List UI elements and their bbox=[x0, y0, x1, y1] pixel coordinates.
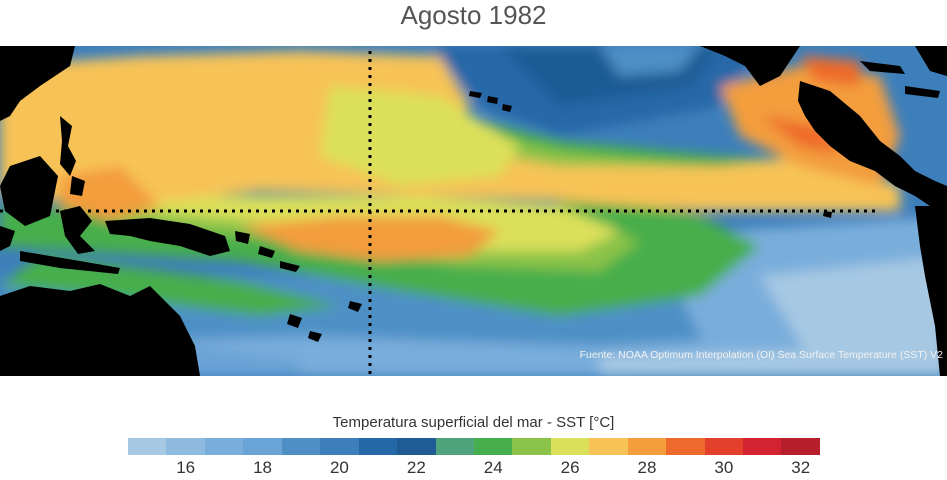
colorbar-segment bbox=[589, 438, 628, 455]
chart-title: Agosto 1982 bbox=[400, 0, 547, 30]
colorbar-segment bbox=[204, 438, 244, 455]
colorbar-segment bbox=[781, 438, 820, 455]
colorbar-segment bbox=[666, 438, 705, 455]
colorbar-segment bbox=[281, 438, 321, 455]
colorbar-tick-label: 16 bbox=[176, 458, 196, 477]
source-note: Fuente: NOAA Optimum Interpolation (OI) … bbox=[579, 349, 943, 361]
colorbar-tick-label: 18 bbox=[253, 458, 273, 477]
colorbar-ticks: 16 18 20 22 24 26 28 30 32 bbox=[128, 458, 820, 480]
colorbar-segment bbox=[358, 438, 398, 455]
colorbar-tick-label: 32 bbox=[791, 458, 811, 477]
colorbar-segment bbox=[243, 438, 282, 455]
colorbar-segment bbox=[397, 438, 436, 455]
colorbar-segment bbox=[743, 438, 782, 455]
colorbar-segment bbox=[128, 438, 167, 455]
colorbar-segment bbox=[166, 438, 205, 455]
colorbar-tick-label: 20 bbox=[329, 458, 349, 477]
colorbar-tick-label: 28 bbox=[637, 458, 657, 477]
colorbar-segment bbox=[627, 438, 667, 455]
colorbar-tick-label: 24 bbox=[483, 458, 503, 477]
colorbar-segment bbox=[704, 438, 743, 455]
colorbar-segment bbox=[550, 438, 590, 455]
guide-lines bbox=[0, 51, 880, 376]
sst-map bbox=[0, 46, 947, 376]
colorbar-segment bbox=[435, 438, 474, 455]
colorbar-tick-label: 22 bbox=[406, 458, 426, 477]
colorbar-segment bbox=[473, 438, 513, 455]
colorbar-title: Temperatura superficial del mar - SST [°… bbox=[332, 414, 615, 431]
colorbar-tick-label: 30 bbox=[714, 458, 734, 477]
colorbar-segment bbox=[512, 438, 551, 455]
colorbar-segment bbox=[320, 438, 359, 455]
landmasses bbox=[0, 46, 947, 376]
colorbar-tick-label: 26 bbox=[560, 458, 580, 477]
colorbar bbox=[128, 438, 820, 455]
